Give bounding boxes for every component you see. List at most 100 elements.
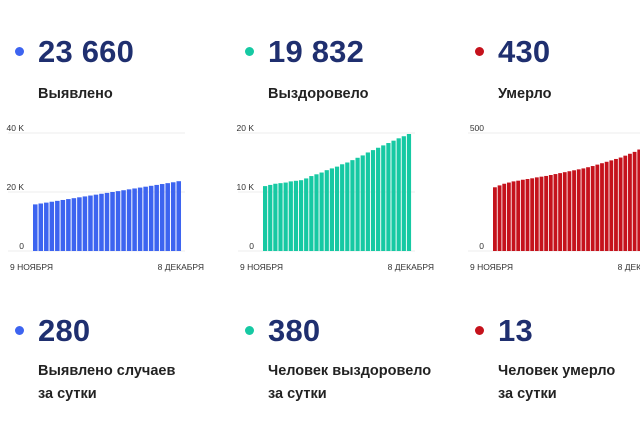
recovered-dot-icon	[245, 47, 254, 56]
recovered-bar	[273, 183, 278, 251]
detected-bar	[115, 191, 121, 251]
detected-x-end-label: 8 ДЕКАБРЯ	[158, 262, 204, 272]
died-bar	[506, 182, 511, 251]
stat-column-recovered: 19 832 Выздоровело 0 10 K 20 K 9 НОЯБРЯ 8 ДЕ…	[230, 0, 460, 427]
detected-bar	[44, 202, 49, 251]
recovered-bar	[309, 176, 314, 251]
detected-bar	[165, 183, 170, 251]
died-bar	[548, 175, 553, 251]
died-bar	[567, 171, 572, 251]
died-chart: 0 500 9 НОЯБРЯ 8 ДЕКАБРЯ	[468, 123, 640, 272]
recovered-bar	[376, 147, 381, 251]
died-day-value: 13	[498, 313, 533, 348]
detected-day-label-line2: за сутки	[38, 386, 97, 402]
detected-bar	[126, 189, 132, 251]
detected-bar	[154, 184, 159, 251]
recovered-bar	[355, 157, 360, 251]
detected-bar	[99, 193, 104, 251]
detected-day-dot-icon	[15, 326, 24, 335]
died-bar	[576, 169, 581, 251]
recovered-bar	[345, 162, 350, 251]
recovered-bar	[278, 183, 283, 251]
died-bar	[516, 180, 521, 251]
detected-bar	[132, 188, 137, 251]
stat-column-died: 430 Умерло 0 500 9 НОЯБРЯ 8 ДЕКАБРЯ 13 Чело…	[460, 0, 640, 427]
died-bar	[502, 183, 507, 251]
died-bar	[586, 167, 590, 251]
detected-day-label-line1: Выявлено случаев	[38, 363, 176, 379]
detected-total-value: 23 660	[38, 34, 135, 69]
detected-bar	[77, 197, 82, 251]
died-bar	[614, 158, 618, 251]
recovered-bar	[314, 174, 319, 251]
recovered-bar	[391, 140, 396, 251]
died-bar	[534, 177, 539, 251]
died-bar	[572, 170, 576, 251]
stat-column-detected: 23 660 Выявлено 0 20 K 40 K 9 НОЯБРЯ 8 ДЕКАБ…	[0, 0, 230, 427]
recovered-bar	[386, 143, 391, 251]
detected-bar	[159, 184, 165, 251]
recovered-bar	[360, 155, 365, 251]
detected-y-tick-label: 0	[19, 241, 24, 251]
died-y-tick-label: 0	[479, 241, 484, 251]
recovered-bar	[304, 178, 309, 251]
died-day-dot-icon	[475, 326, 484, 335]
detected-bar	[88, 195, 93, 251]
detected-bar	[104, 192, 110, 251]
died-day-label-line2: за сутки	[498, 386, 557, 402]
recovered-y-tick-label: 10 K	[237, 182, 255, 192]
recovered-bar	[263, 186, 268, 251]
recovered-bar	[293, 180, 299, 251]
died-bar	[632, 151, 637, 251]
died-bar	[623, 155, 628, 251]
died-bar	[493, 187, 497, 251]
recovered-bar	[381, 145, 386, 251]
died-bar	[558, 173, 563, 251]
recovered-bar	[288, 181, 293, 251]
died-bar	[553, 174, 558, 251]
recovered-bar	[406, 133, 412, 251]
detected-bar	[143, 186, 148, 251]
recovered-total-value: 19 832	[268, 34, 365, 69]
recovered-bar	[319, 172, 324, 251]
died-x-start-label: 9 НОЯБРЯ	[470, 262, 513, 272]
recovered-bar	[401, 136, 406, 251]
detected-bar	[55, 200, 60, 251]
detected-total-label: Выявлено	[38, 86, 113, 102]
detected-bar	[170, 182, 176, 251]
recovered-bar	[340, 164, 345, 251]
recovered-day-label-line1: Человек выздоровело	[268, 363, 432, 379]
detected-day-value: 280	[38, 313, 91, 348]
recovered-y-tick-label: 20 K	[237, 123, 255, 133]
detected-bar	[110, 192, 115, 251]
detected-chart: 0 20 K 40 K 9 НОЯБРЯ 8 ДЕКАБРЯ	[7, 123, 205, 272]
died-bar	[497, 185, 502, 251]
died-bar	[590, 166, 595, 251]
detected-bar	[121, 190, 126, 251]
recovered-bar	[334, 166, 340, 251]
detected-bar	[176, 181, 182, 251]
detected-dot-icon	[15, 47, 24, 56]
died-bar	[520, 179, 525, 251]
recovered-bar	[298, 180, 304, 251]
detected-bar	[148, 185, 154, 251]
recovered-day-value: 380	[268, 313, 321, 348]
died-bar	[609, 160, 614, 251]
recovered-x-end-label: 8 ДЕКАБРЯ	[388, 262, 434, 272]
recovered-bar	[268, 184, 273, 251]
died-total-value: 430	[498, 34, 551, 69]
recovered-bar	[396, 138, 401, 251]
died-y-tick-label: 500	[470, 123, 484, 133]
detected-bar	[82, 196, 88, 251]
recovered-total-label: Выздоровело	[268, 86, 369, 102]
detected-bar	[33, 204, 38, 251]
died-bar	[628, 153, 632, 251]
died-bar	[595, 164, 600, 251]
died-bar	[600, 163, 604, 251]
recovered-day-dot-icon	[245, 326, 254, 335]
died-bar	[539, 176, 544, 251]
died-bar	[530, 178, 535, 251]
died-dot-icon	[475, 47, 484, 56]
recovered-y-tick-label: 0	[249, 241, 254, 251]
detected-x-start-label: 9 НОЯБРЯ	[10, 262, 53, 272]
